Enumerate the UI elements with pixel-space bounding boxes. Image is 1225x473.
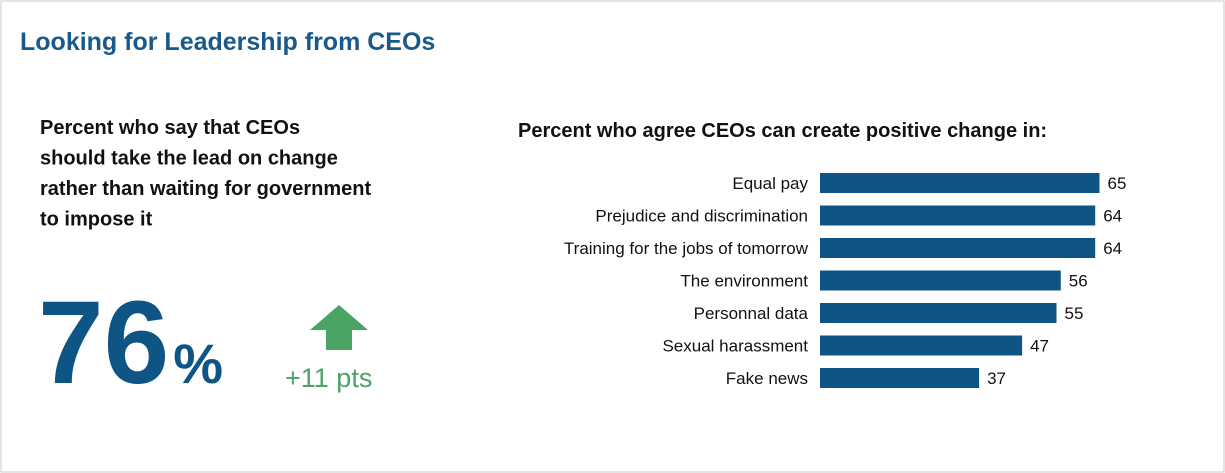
bar bbox=[820, 238, 1096, 258]
category-label: Fake news bbox=[726, 369, 808, 388]
category-label: The environment bbox=[680, 272, 808, 291]
bar bbox=[820, 303, 1057, 323]
category-label: Training for the jobs of tomorrow bbox=[564, 239, 809, 258]
slide-title: Looking for Leadership from CEOs bbox=[20, 28, 435, 56]
category-label: Personnal data bbox=[694, 304, 809, 323]
chart-title: Percent who agree CEOs can create positi… bbox=[518, 120, 1047, 142]
stat-value: 76 bbox=[38, 277, 169, 409]
bar bbox=[820, 205, 1096, 226]
value-label: 55 bbox=[1065, 304, 1084, 323]
value-label: 64 bbox=[1103, 239, 1122, 258]
value-label: 37 bbox=[987, 369, 1006, 388]
stat-unit: % bbox=[173, 332, 223, 395]
stat-label-line: rather than waiting for government bbox=[40, 178, 371, 200]
value-label: 56 bbox=[1069, 272, 1088, 291]
bar bbox=[820, 173, 1100, 193]
up-arrow bbox=[310, 305, 368, 350]
value-label: 65 bbox=[1108, 174, 1127, 193]
stat-label-line: to impose it bbox=[40, 209, 153, 231]
stat-label: Percent who say that CEOs should take the… bbox=[40, 117, 371, 231]
stat-label-line: should take the lead on change bbox=[40, 148, 338, 170]
bar bbox=[820, 368, 980, 388]
category-label: Equal pay bbox=[732, 174, 808, 193]
bar bbox=[820, 335, 1023, 356]
stat-label-line: Percent who say that CEOs bbox=[40, 117, 300, 139]
value-label: 47 bbox=[1030, 337, 1049, 356]
value-label: 64 bbox=[1103, 207, 1122, 226]
category-label: Prejudice and discrimination bbox=[595, 207, 808, 226]
bar bbox=[820, 270, 1061, 291]
stat-change: +11 pts bbox=[285, 363, 372, 393]
category-label: Sexual harassment bbox=[662, 337, 808, 356]
